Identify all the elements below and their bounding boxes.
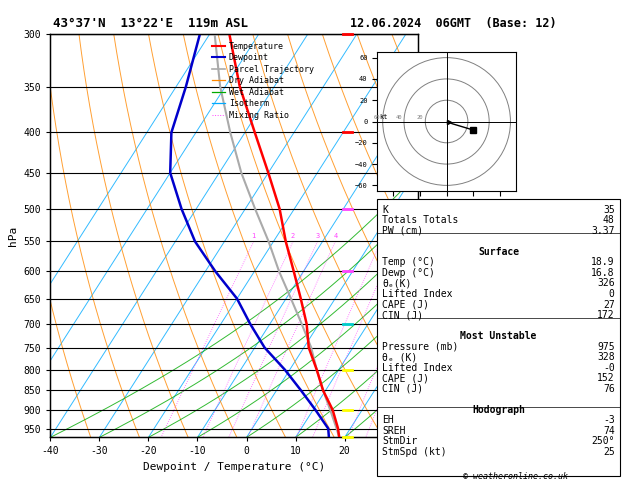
Text: 40: 40 bbox=[396, 115, 402, 121]
Text: Temp (°C): Temp (°C) bbox=[382, 258, 435, 267]
Text: 326: 326 bbox=[597, 278, 615, 289]
Text: 975: 975 bbox=[597, 342, 615, 352]
Text: K: K bbox=[382, 205, 388, 215]
Text: 250°: 250° bbox=[591, 436, 615, 446]
Text: 60: 60 bbox=[374, 115, 381, 121]
Text: CAPE (J): CAPE (J) bbox=[382, 373, 429, 383]
Text: 0: 0 bbox=[609, 289, 615, 299]
Text: 3: 3 bbox=[315, 233, 320, 240]
Text: 43°37'N  13°22'E  119m ASL: 43°37'N 13°22'E 119m ASL bbox=[53, 17, 248, 30]
Text: 172: 172 bbox=[597, 310, 615, 320]
Text: θₑ(K): θₑ(K) bbox=[382, 278, 411, 289]
Text: CIN (J): CIN (J) bbox=[382, 384, 423, 394]
Text: 3.37: 3.37 bbox=[591, 226, 615, 236]
Text: 48: 48 bbox=[603, 215, 615, 226]
Text: 8: 8 bbox=[379, 233, 383, 240]
Text: 16.8: 16.8 bbox=[591, 268, 615, 278]
Text: 20: 20 bbox=[442, 233, 450, 240]
Text: 10: 10 bbox=[392, 233, 400, 240]
Text: CAPE (J): CAPE (J) bbox=[382, 299, 429, 310]
Text: 328: 328 bbox=[597, 352, 615, 362]
Text: Totals Totals: Totals Totals bbox=[382, 215, 459, 226]
Text: 1: 1 bbox=[252, 233, 256, 240]
Text: Pressure (mb): Pressure (mb) bbox=[382, 342, 459, 352]
Text: θₑ (K): θₑ (K) bbox=[382, 352, 418, 362]
Text: 74: 74 bbox=[603, 426, 615, 436]
Text: Most Unstable: Most Unstable bbox=[460, 331, 537, 341]
Text: -3: -3 bbox=[603, 416, 615, 425]
Text: 76: 76 bbox=[603, 384, 615, 394]
Text: 25: 25 bbox=[458, 233, 467, 240]
Text: Dewp (°C): Dewp (°C) bbox=[382, 268, 435, 278]
Y-axis label: km
ASL: km ASL bbox=[438, 227, 460, 244]
Text: 18.9: 18.9 bbox=[591, 258, 615, 267]
Text: StmSpd (kt): StmSpd (kt) bbox=[382, 447, 447, 457]
Text: EH: EH bbox=[382, 416, 394, 425]
FancyBboxPatch shape bbox=[377, 199, 620, 476]
Text: 27: 27 bbox=[603, 299, 615, 310]
Text: CIN (J): CIN (J) bbox=[382, 310, 423, 320]
Text: Lifted Index: Lifted Index bbox=[382, 363, 453, 373]
Text: 25: 25 bbox=[603, 447, 615, 457]
Text: SREH: SREH bbox=[382, 426, 406, 436]
Y-axis label: hPa: hPa bbox=[8, 226, 18, 246]
Text: 20: 20 bbox=[416, 115, 423, 121]
Text: 152: 152 bbox=[597, 373, 615, 383]
Text: PW (cm): PW (cm) bbox=[382, 226, 423, 236]
X-axis label: Dewpoint / Temperature (°C): Dewpoint / Temperature (°C) bbox=[143, 462, 325, 472]
Text: © weatheronline.co.uk: © weatheronline.co.uk bbox=[464, 472, 568, 481]
Text: kt: kt bbox=[379, 114, 388, 121]
Text: 35: 35 bbox=[603, 205, 615, 215]
Text: Surface: Surface bbox=[478, 247, 519, 257]
Legend: Temperature, Dewpoint, Parcel Trajectory, Dry Adiabat, Wet Adiabat, Isotherm, Mi: Temperature, Dewpoint, Parcel Trajectory… bbox=[209, 38, 317, 123]
Text: 4: 4 bbox=[333, 233, 337, 240]
Text: StmDir: StmDir bbox=[382, 436, 418, 446]
Text: Hodograph: Hodograph bbox=[472, 405, 525, 415]
Text: 12.06.2024  06GMT  (Base: 12): 12.06.2024 06GMT (Base: 12) bbox=[350, 17, 556, 30]
Text: Lifted Index: Lifted Index bbox=[382, 289, 453, 299]
Text: 2: 2 bbox=[291, 233, 295, 240]
Text: -0: -0 bbox=[603, 363, 615, 373]
Text: 16: 16 bbox=[425, 233, 433, 240]
